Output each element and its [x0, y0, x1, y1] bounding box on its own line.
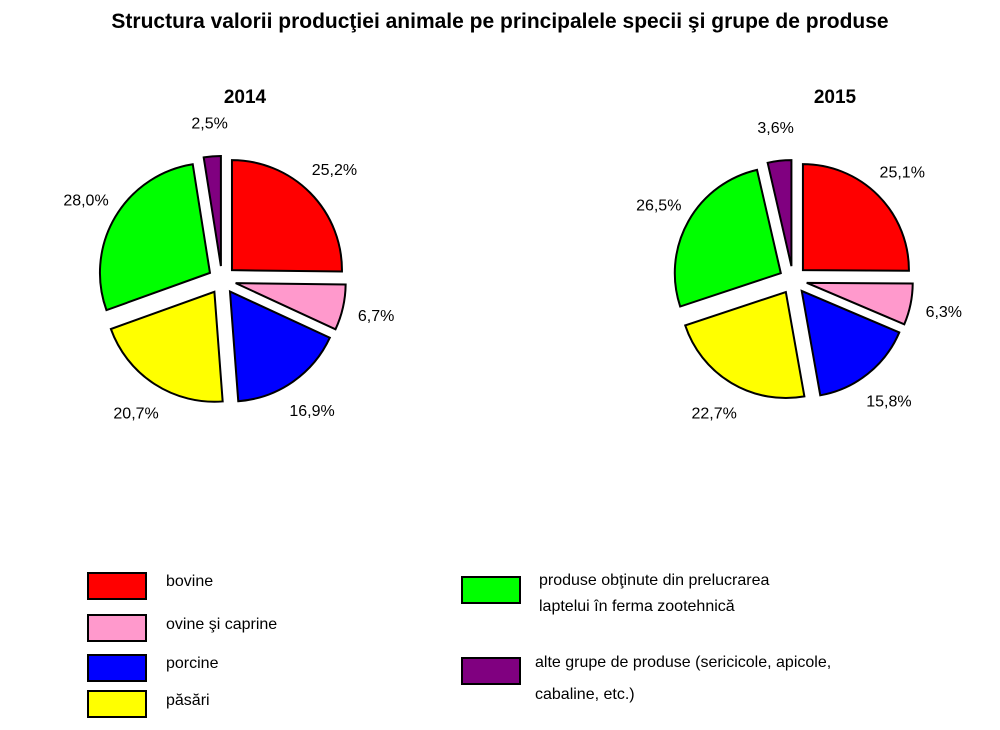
- pie-title-2015: 2015: [814, 87, 857, 108]
- legend-label-pasari: păsări: [166, 692, 210, 709]
- legend-swatch-lapte: [461, 576, 521, 604]
- pie-slice-2014-5: [202, 155, 222, 267]
- data-label-2015-4: 26,5%: [636, 198, 681, 215]
- pie-slice-2015-4: [673, 168, 782, 308]
- chart-title: Structura valorii producţiei animale pe …: [111, 10, 889, 33]
- legend-swatch-ovine: [87, 614, 147, 642]
- legend-label-ovine: ovine şi caprine: [166, 616, 278, 633]
- legend-swatch-porcine: [87, 654, 147, 682]
- legend-swatch-bovine: [87, 572, 147, 600]
- pie-slice-2015-3: [683, 290, 806, 400]
- legend-swatch-pasari: [87, 690, 147, 718]
- legend-swatch-alte: [461, 657, 521, 685]
- data-label-2014-5: 2,5%: [191, 115, 227, 132]
- pie-slice-2015-1: [806, 281, 914, 326]
- data-label-2014-2: 16,9%: [289, 403, 334, 420]
- legend-label-alte-2: cabaline, etc.): [535, 686, 635, 703]
- pie-slice-2015-5: [766, 159, 793, 267]
- pie-slice-2014-4: [99, 163, 212, 312]
- data-label-2014-0: 25,2%: [312, 162, 357, 179]
- pie-slice-2015-0: [801, 163, 910, 272]
- data-label-2015-3: 22,7%: [692, 405, 737, 422]
- pie-slice-2015-2: [800, 289, 901, 397]
- pie-title-2014: 2014: [224, 87, 267, 108]
- data-label-2015-1: 6,3%: [926, 304, 962, 321]
- data-label-2015-5: 3,6%: [757, 120, 793, 137]
- legend-label-porcine: porcine: [166, 655, 219, 672]
- data-label-2015-0: 25,1%: [880, 164, 925, 181]
- legend-label-bovine: bovine: [166, 573, 214, 590]
- pie-slice-2014-0: [230, 159, 343, 273]
- pie-slice-2014-1: [235, 282, 347, 331]
- data-label-2015-2: 15,8%: [866, 393, 911, 410]
- data-label-2014-3: 20,7%: [113, 406, 158, 423]
- data-label-2014-4: 28,0%: [63, 193, 108, 210]
- pie-slice-2014-2: [228, 289, 332, 403]
- pie-slice-2014-3: [109, 290, 224, 403]
- legend-label-lapte-1: produse obţinute din prelucrarea: [539, 572, 770, 589]
- legend-label-alte-1: alte grupe de produse (sericicole, apico…: [535, 654, 832, 671]
- data-label-2014-1: 6,7%: [358, 308, 394, 325]
- legend-label-lapte-2: laptelui în ferma zootehnică: [539, 598, 735, 615]
